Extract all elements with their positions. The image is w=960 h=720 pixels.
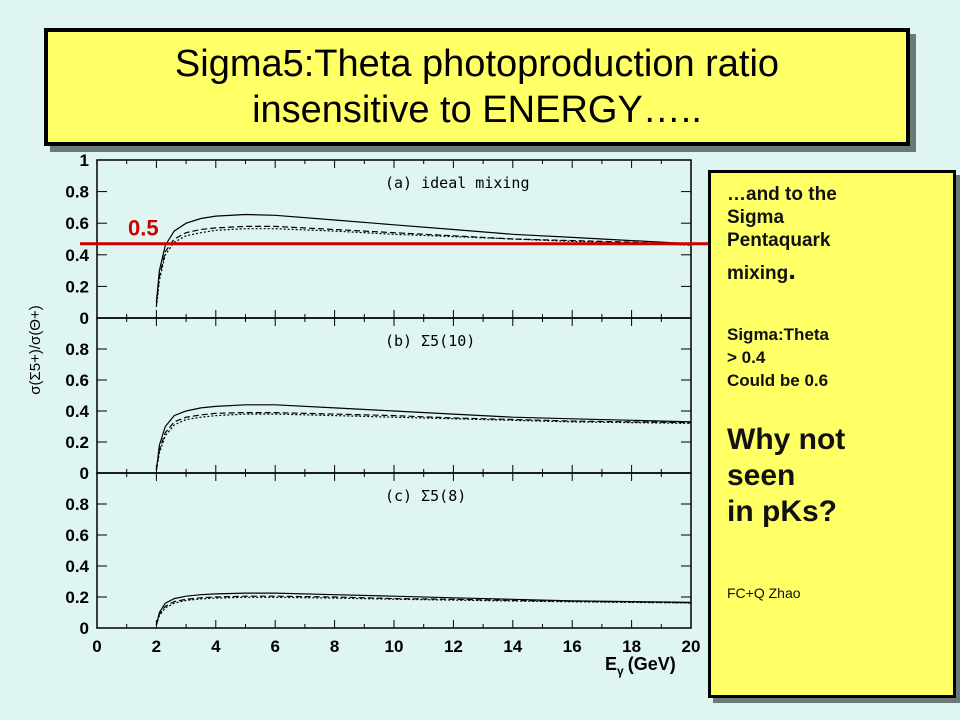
note-credit: FC+Q Zhao xyxy=(727,585,801,601)
y-tick-label: 0.8 xyxy=(65,340,89,359)
x-tick-label: 14 xyxy=(503,637,522,656)
y-tick-label: 1 xyxy=(80,151,89,170)
note-box: …and to the Sigma Pentaquark mixing. Sig… xyxy=(708,170,956,698)
note-line4-text: mixing xyxy=(727,263,789,284)
y-tick-label: 0.8 xyxy=(65,495,89,514)
y-tick-label: 0.6 xyxy=(65,371,89,390)
note-line9: seen xyxy=(727,459,796,492)
x-tick-label: 18 xyxy=(622,637,641,656)
series-line-dashed xyxy=(155,412,692,470)
series-line-dotted xyxy=(155,413,692,471)
y-axis-label: σ(Σ5+)/σ(Θ+) xyxy=(27,305,44,394)
note-line3: Pentaquark xyxy=(727,230,831,251)
reference-line-label: 0.5 xyxy=(128,216,159,241)
y-tick-label: 0.2 xyxy=(65,588,89,607)
y-tick-label: 0.2 xyxy=(65,277,89,296)
y-tick-label: 0.4 xyxy=(65,557,89,576)
series-line-solid xyxy=(155,592,692,626)
series-line-dashed xyxy=(155,595,692,626)
x-tick-label: 0 xyxy=(92,637,101,656)
x-tick-label: 10 xyxy=(385,637,404,656)
note-line4: mixing. xyxy=(727,256,943,285)
y-tick-label: 0.6 xyxy=(65,214,89,233)
note-line4-dot: . xyxy=(788,254,797,285)
x-tick-label: 2 xyxy=(152,637,161,656)
x-axis-label-unit: (GeV) xyxy=(628,654,676,674)
x-tick-label: 12 xyxy=(444,637,463,656)
x-tick-label: 20 xyxy=(682,637,701,656)
x-axis-label: Eγ (GeV) xyxy=(605,654,676,678)
note-line5: Sigma:Theta xyxy=(727,325,830,344)
note-line1: …and to the xyxy=(727,184,837,205)
note-line2: Sigma xyxy=(727,207,785,228)
panel-c: 0 0.2 0.4 0.6 0.8 (c) Σ5(8) xyxy=(65,472,692,638)
panels: 0 0.2 0.4 0.6 0.8 1 (a) ideal mixing 0 0.2 0.4 0.6… xyxy=(65,151,692,638)
note-line8: Why not xyxy=(727,423,846,456)
title-box: Sigma5:Theta photoproduction ratio insen… xyxy=(44,28,910,146)
panel-a: 0 0.2 0.4 0.6 0.8 1 (a) ideal mixing xyxy=(65,151,692,328)
x-tick-label: 6 xyxy=(270,637,279,656)
y-tick-label: 0.6 xyxy=(65,526,89,545)
chart: σ(Σ5+)/σ(Θ+) 0 0.2 0.4 0.6 0.8 1 (a) ideal mix… xyxy=(27,151,708,678)
x-tick-label: 4 xyxy=(211,637,221,656)
y-tick-label: 0 xyxy=(80,464,89,483)
x-axis-label-main: E xyxy=(605,654,617,674)
y-tick-label: 0.4 xyxy=(65,402,89,421)
slide-title-line1: Sigma5:Theta photoproduction ratio xyxy=(174,43,780,85)
note-line7: Could be 0.6 xyxy=(727,371,829,390)
note-line10: in pKs? xyxy=(727,495,837,528)
series-line-dotted xyxy=(155,596,692,626)
x-tick-label: 8 xyxy=(330,637,339,656)
y-tick-label: 0 xyxy=(80,619,89,638)
slide-title-line2: insensitive to ENERGY….. xyxy=(252,89,702,131)
series-line-dotted xyxy=(155,228,692,307)
panel-label: (a) ideal mixing xyxy=(385,174,530,192)
panel-label: (b) Σ5(10) xyxy=(385,332,475,350)
y-tick-label: 0.4 xyxy=(65,246,89,265)
series-line-solid xyxy=(155,213,692,303)
panel-b: 0 0.2 0.4 0.6 0.8 (b) Σ5(10) xyxy=(65,317,692,483)
x-axis-label-sub: γ xyxy=(617,664,624,678)
series-line-dashed xyxy=(155,225,692,306)
series-line-solid xyxy=(155,404,692,470)
y-tick-label: 0 xyxy=(80,309,89,328)
y-tick-label: 0.2 xyxy=(65,433,89,452)
y-tick-label: 0.8 xyxy=(65,183,89,202)
x-tick-labels: 0 2 4 6 8 10 12 14 16 18 20 xyxy=(92,637,700,656)
panel-label: (c) Σ5(8) xyxy=(385,487,466,505)
note-line6: > 0.4 xyxy=(727,348,766,367)
x-tick-label: 16 xyxy=(563,637,582,656)
